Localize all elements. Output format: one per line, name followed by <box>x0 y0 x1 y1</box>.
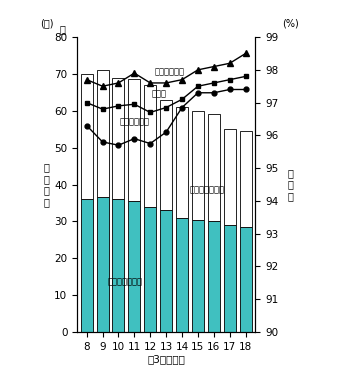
Bar <box>81 74 92 199</box>
Text: 進学率（男）: 進学率（男） <box>120 117 150 126</box>
Bar <box>240 131 252 227</box>
Bar <box>81 199 92 332</box>
Bar <box>192 111 204 219</box>
Text: (%): (%) <box>282 18 299 28</box>
Bar <box>224 129 236 225</box>
Bar <box>128 201 140 332</box>
Bar <box>128 80 140 201</box>
Bar <box>144 207 156 332</box>
Bar <box>97 197 109 332</box>
Text: 卒業者数（女）: 卒業者数（女） <box>190 185 225 194</box>
Text: 卒業者数（男）: 卒業者数（男） <box>107 277 142 286</box>
Bar <box>112 199 124 332</box>
Bar <box>176 218 188 332</box>
Text: (人): (人) <box>40 18 54 28</box>
Bar <box>144 85 156 207</box>
Text: 千: 千 <box>59 24 65 34</box>
Bar <box>97 70 109 197</box>
Bar <box>224 225 236 332</box>
Bar <box>192 219 204 332</box>
Bar <box>208 114 220 221</box>
X-axis label: 年3月卒業者: 年3月卒業者 <box>147 354 185 365</box>
Bar <box>208 221 220 332</box>
Text: 進学率: 進学率 <box>152 90 167 99</box>
Bar <box>160 100 172 210</box>
Text: 進学率（女）: 進学率（女） <box>155 68 185 77</box>
Text: 進
学
率: 進 学 率 <box>288 168 294 201</box>
Text: 卒
業
者
数: 卒 業 者 数 <box>44 162 50 207</box>
Bar <box>176 107 188 218</box>
Bar <box>160 210 172 332</box>
Bar <box>240 227 252 332</box>
Bar <box>112 78 124 199</box>
